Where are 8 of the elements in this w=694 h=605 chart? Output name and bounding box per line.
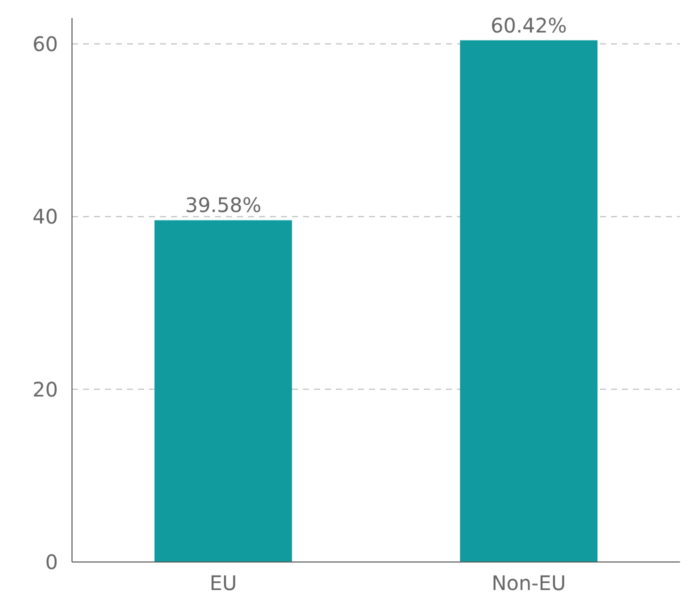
x-tick-label: Non-EU — [492, 571, 566, 595]
x-tick-label: EU — [210, 571, 237, 595]
y-tick-label: 20 — [32, 377, 58, 402]
data-label: 39.58% — [185, 193, 262, 218]
y-tick-label: 60 — [32, 32, 58, 56]
y-tick-label: 40 — [32, 204, 58, 229]
y-tick-label: 0 — [45, 550, 58, 574]
data-label: 60.42% — [490, 13, 567, 38]
